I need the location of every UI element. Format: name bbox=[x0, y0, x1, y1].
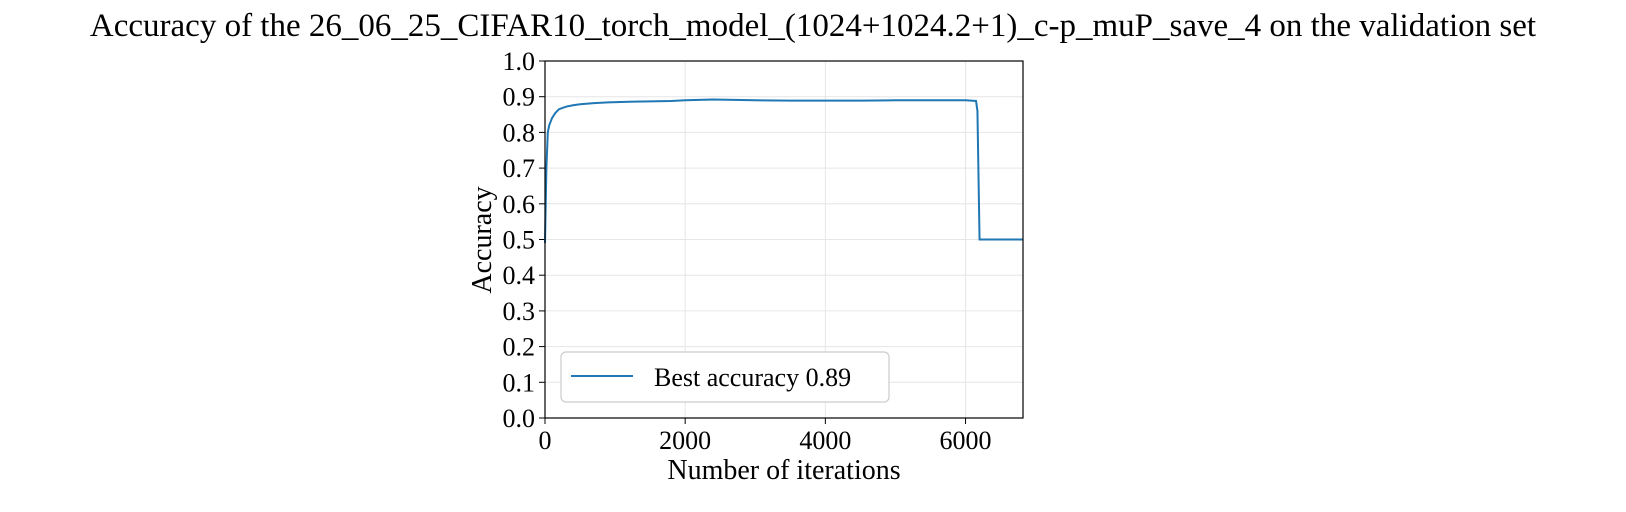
y-tick-label: 0.3 bbox=[503, 297, 536, 326]
y-axis-label: Accuracy bbox=[467, 186, 498, 293]
y-tick-label: 0.7 bbox=[503, 154, 536, 183]
x-tick-label: 4000 bbox=[799, 426, 851, 455]
x-ticks: 0 2000 4000 6000 bbox=[539, 418, 992, 455]
x-axis-label: Number of iterations bbox=[667, 455, 900, 486]
y-tick-label: 1.0 bbox=[503, 47, 536, 76]
chart-title: Accuracy of the 26_06_25_CIFAR10_torch_m… bbox=[90, 8, 1536, 44]
y-ticks: 0.0 0.1 0.2 0.3 0.4 0.5 0.6 0.7 0.8 0.9 1.0 bbox=[503, 47, 545, 433]
y-tick-label: 0.6 bbox=[503, 190, 536, 219]
x-tick-label: 6000 bbox=[940, 426, 992, 455]
series-line bbox=[544, 98, 1023, 244]
y-tick-label: 0.8 bbox=[503, 118, 536, 147]
y-tick-label: 0.1 bbox=[503, 368, 536, 397]
x-tick-label: 2000 bbox=[659, 426, 711, 455]
legend-label: Best accuracy 0.89 bbox=[654, 363, 851, 392]
y-tick-label: 0.0 bbox=[503, 404, 536, 433]
y-tick-label: 0.9 bbox=[503, 83, 536, 112]
plot-frame bbox=[544, 60, 1024, 419]
y-tick-label: 0.5 bbox=[503, 226, 536, 255]
x-tick-label: 0 bbox=[539, 426, 552, 455]
legend-box bbox=[560, 351, 890, 403]
y-tick-label: 0.4 bbox=[503, 261, 536, 290]
legend: Best accuracy 0.89 bbox=[560, 351, 890, 403]
y-tick-label: 0.2 bbox=[503, 333, 536, 362]
